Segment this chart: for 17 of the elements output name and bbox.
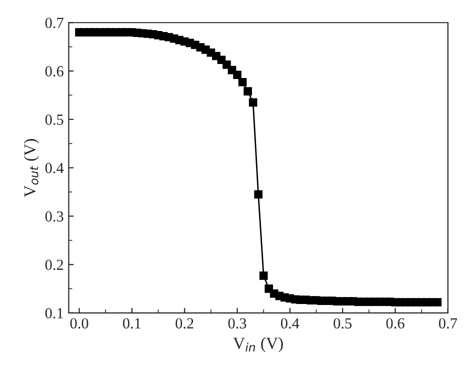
x-tick-label: 0.5 [334,318,352,329]
x-tick-label: 0.0 [70,318,88,329]
x-tick-label: 0.2 [176,318,194,329]
y-tick-label: 0.7 [45,18,64,28]
y-tick-label: 0.3 [45,211,64,222]
x-axis-title: V$_{in}$ (V) [233,337,283,352]
x-tick-label: 0.6 [386,318,404,329]
y-tick-label: 0.1 [45,308,63,318]
x-tick-label: 0.1 [122,318,141,329]
y-tick-label: 0.2 [45,260,64,270]
y-axis-title: V$_{out}$ (V) [24,139,39,198]
x-tick-label: 0.4 [280,318,300,329]
x-tick-label: 0.7 [438,318,458,329]
y-tick-label: 0.4 [45,162,64,174]
x-tick-label: 0.3 [228,318,246,329]
y-tick-label: 0.5 [45,114,64,125]
y-tick-label: 0.6 [45,66,64,77]
